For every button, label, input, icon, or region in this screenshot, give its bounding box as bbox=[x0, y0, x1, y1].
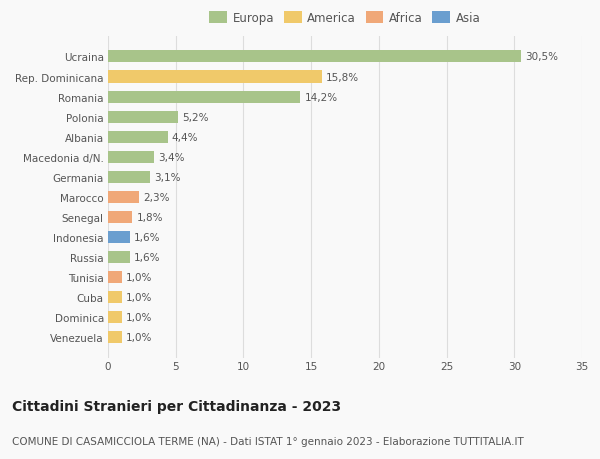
Bar bbox=[108, 71, 322, 84]
Bar bbox=[108, 51, 521, 63]
Text: 1,0%: 1,0% bbox=[125, 292, 152, 302]
Bar bbox=[108, 112, 178, 123]
Text: 2,3%: 2,3% bbox=[143, 192, 170, 202]
Bar bbox=[108, 291, 122, 303]
Bar bbox=[108, 331, 122, 343]
Bar bbox=[108, 231, 130, 243]
Text: 5,2%: 5,2% bbox=[182, 112, 209, 123]
Text: 1,0%: 1,0% bbox=[125, 272, 152, 282]
Bar bbox=[108, 91, 301, 103]
Bar bbox=[108, 131, 167, 143]
Text: COMUNE DI CASAMICCIOLA TERME (NA) - Dati ISTAT 1° gennaio 2023 - Elaborazione TU: COMUNE DI CASAMICCIOLA TERME (NA) - Dati… bbox=[12, 436, 524, 446]
Bar bbox=[108, 271, 122, 283]
Bar bbox=[108, 252, 130, 263]
Bar bbox=[108, 311, 122, 324]
Text: Cittadini Stranieri per Cittadinanza - 2023: Cittadini Stranieri per Cittadinanza - 2… bbox=[12, 399, 341, 413]
Text: 15,8%: 15,8% bbox=[326, 73, 359, 82]
Bar bbox=[108, 212, 133, 224]
Text: 1,8%: 1,8% bbox=[136, 213, 163, 222]
Bar bbox=[108, 171, 150, 183]
Text: 4,4%: 4,4% bbox=[172, 132, 198, 142]
Legend: Europa, America, Africa, Asia: Europa, America, Africa, Asia bbox=[207, 10, 483, 28]
Text: 1,0%: 1,0% bbox=[125, 313, 152, 322]
Text: 3,1%: 3,1% bbox=[154, 173, 181, 182]
Text: 30,5%: 30,5% bbox=[525, 52, 558, 62]
Text: 1,0%: 1,0% bbox=[125, 332, 152, 342]
Text: 1,6%: 1,6% bbox=[134, 232, 160, 242]
Text: 1,6%: 1,6% bbox=[134, 252, 160, 263]
Text: 14,2%: 14,2% bbox=[304, 92, 337, 102]
Text: 3,4%: 3,4% bbox=[158, 152, 185, 162]
Bar bbox=[108, 191, 139, 203]
Bar bbox=[108, 151, 154, 163]
